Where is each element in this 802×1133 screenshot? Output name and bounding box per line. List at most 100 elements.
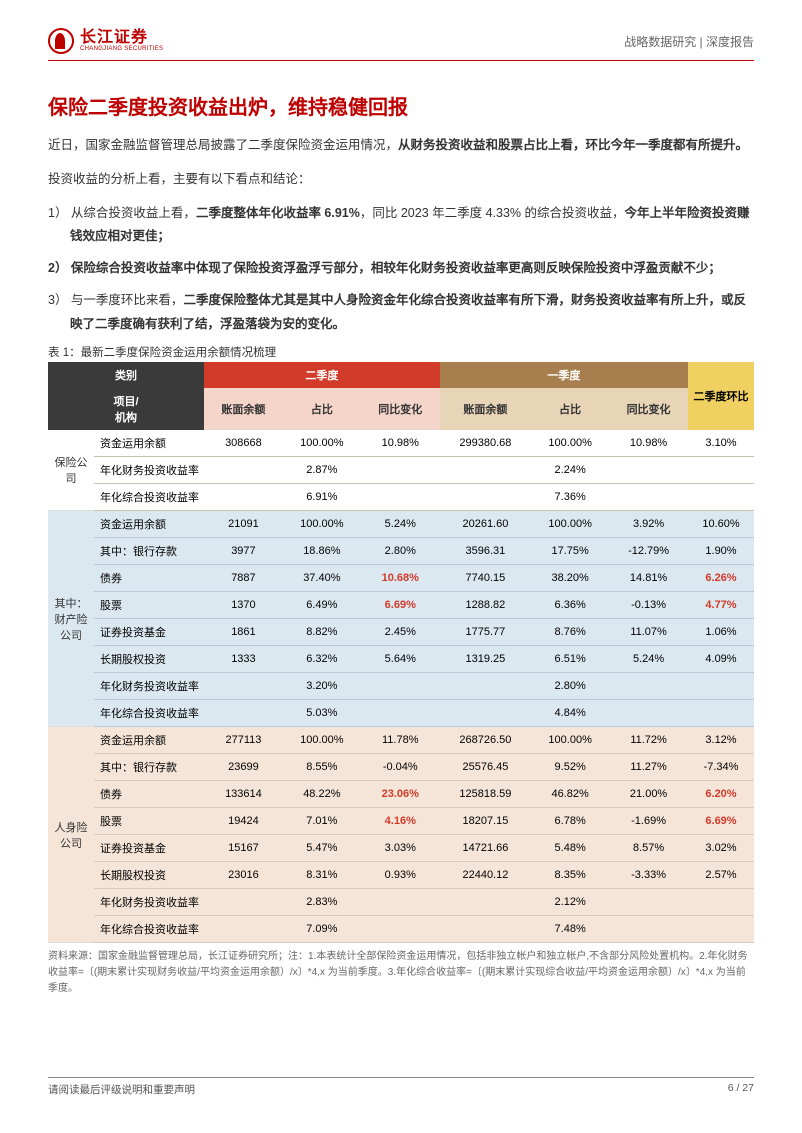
cell: [688, 457, 754, 484]
group-label: 人身险公司: [48, 727, 94, 943]
cell: 1370: [204, 592, 283, 619]
li-1: 1） 从综合投资收益上看，二季度整体年化收益率 6.91%，同比 2023 年二…: [48, 202, 754, 250]
cell: 1.06%: [688, 619, 754, 646]
cell: 46.82%: [531, 781, 609, 808]
cell: -12.79%: [609, 538, 688, 565]
cell: 6.51%: [531, 646, 609, 673]
t: 1） 从综合投资收益上看，: [48, 206, 196, 220]
th: 占比: [283, 388, 361, 430]
footer-right: 6 / 27: [728, 1082, 754, 1097]
data-table: 类别 二季度 一季度 二季度环比 项目/ 机构 账面余额 占比 同比变化 账面余…: [48, 362, 754, 943]
item-label: 证券投资基金: [94, 835, 204, 862]
cell: [609, 457, 688, 484]
table-row: 股票13706.49%6.69%1288.826.36%-0.13%4.77%: [48, 592, 754, 619]
item-label: 年化综合投资收益率: [94, 916, 204, 943]
cell: [688, 916, 754, 943]
cell: 2.45%: [361, 619, 440, 646]
cell: 20261.60: [440, 511, 531, 538]
table-row: 债券13361448.22%23.06%125818.5946.82%21.00…: [48, 781, 754, 808]
th-qoq: 二季度环比: [688, 362, 754, 430]
cell: 8.35%: [531, 862, 609, 889]
table-row: 年化综合投资收益率6.91%7.36%: [48, 484, 754, 511]
item-label: 长期股权投资: [94, 862, 204, 889]
cell: 268726.50: [440, 727, 531, 754]
cell: 1861: [204, 619, 283, 646]
cell: 23699: [204, 754, 283, 781]
cell: 48.22%: [283, 781, 361, 808]
t: 3） 与一季度环比来看，: [48, 293, 183, 307]
cell: 5.47%: [283, 835, 361, 862]
cell: 3.12%: [688, 727, 754, 754]
table-row: 年化财务投资收益率2.83%2.12%: [48, 889, 754, 916]
cell: -0.04%: [361, 754, 440, 781]
item-label: 股票: [94, 592, 204, 619]
cell: 7.36%: [531, 484, 609, 511]
cell: [204, 700, 283, 727]
cell: 2.83%: [283, 889, 361, 916]
logo-icon: [48, 28, 74, 54]
intro-p2: 投资收益的分析上看，主要有以下看点和结论：: [48, 168, 754, 192]
cell: 14721.66: [440, 835, 531, 862]
cell: 15167: [204, 835, 283, 862]
th: 同比变化: [609, 388, 688, 430]
cell: 8.82%: [283, 619, 361, 646]
cell: 133614: [204, 781, 283, 808]
th-cat: 类别: [48, 362, 204, 388]
item-label: 股票: [94, 808, 204, 835]
cell: 6.32%: [283, 646, 361, 673]
li-2: 2） 保险综合投资收益率中体现了保险投资浮盈浮亏部分，相较年化财务投资收益率更高…: [48, 257, 754, 281]
cell: 10.60%: [688, 511, 754, 538]
cell: 7740.15: [440, 565, 531, 592]
cell: 7.09%: [283, 916, 361, 943]
th: 同比变化: [361, 388, 440, 430]
t: 近日，国家金融监督管理总局披露了二季度保险资金运用情况，: [48, 138, 398, 152]
cell: 0.93%: [361, 862, 440, 889]
cell: 11.72%: [609, 727, 688, 754]
cell: [609, 889, 688, 916]
page-title: 保险二季度投资收益出炉，维持稳健回报: [48, 91, 754, 120]
cell: 6.91%: [283, 484, 361, 511]
cell: [688, 673, 754, 700]
cell: [609, 484, 688, 511]
li-3: 3） 与一季度环比来看，二季度保险整体尤其是其中人身险资金年化综合投资收益率有所…: [48, 289, 754, 337]
cell: 2.12%: [531, 889, 609, 916]
cell: 2.80%: [531, 673, 609, 700]
cell: 1775.77: [440, 619, 531, 646]
cell: 38.20%: [531, 565, 609, 592]
table-row: 其中：银行存款397718.86%2.80%3596.3117.75%-12.7…: [48, 538, 754, 565]
table-row: 股票194247.01%4.16%18207.156.78%-1.69%6.69…: [48, 808, 754, 835]
table-caption: 表 1：最新二季度保险资金运用余额情况梳理: [48, 344, 754, 360]
item-label: 长期股权投资: [94, 646, 204, 673]
cell: [440, 457, 531, 484]
cell: -1.69%: [609, 808, 688, 835]
cell: 18.86%: [283, 538, 361, 565]
cell: 5.48%: [531, 835, 609, 862]
cell: 125818.59: [440, 781, 531, 808]
cell: 19424: [204, 808, 283, 835]
cell: 7.48%: [531, 916, 609, 943]
table-row: 长期股权投资13336.32%5.64%1319.256.51%5.24%4.0…: [48, 646, 754, 673]
cell: [440, 673, 531, 700]
item-label: 资金运用余额: [94, 727, 204, 754]
cell: 4.09%: [688, 646, 754, 673]
cell: 299380.68: [440, 430, 531, 457]
cell: 11.78%: [361, 727, 440, 754]
cell: 2.24%: [531, 457, 609, 484]
cell: 6.36%: [531, 592, 609, 619]
cell: 2.80%: [361, 538, 440, 565]
cell: 14.81%: [609, 565, 688, 592]
cell: 10.98%: [361, 430, 440, 457]
cell: [361, 700, 440, 727]
cell: 6.49%: [283, 592, 361, 619]
cell: [440, 484, 531, 511]
cell: 3.92%: [609, 511, 688, 538]
table-row: 保险公司资金运用余额308668100.00%10.98%299380.6810…: [48, 430, 754, 457]
cell: 10.98%: [609, 430, 688, 457]
group-label: 其中：财产险公司: [48, 511, 94, 727]
cell: -0.13%: [609, 592, 688, 619]
cell: 5.03%: [283, 700, 361, 727]
cell: 4.84%: [531, 700, 609, 727]
cell: 4.77%: [688, 592, 754, 619]
cell: 6.26%: [688, 565, 754, 592]
cell: [440, 916, 531, 943]
